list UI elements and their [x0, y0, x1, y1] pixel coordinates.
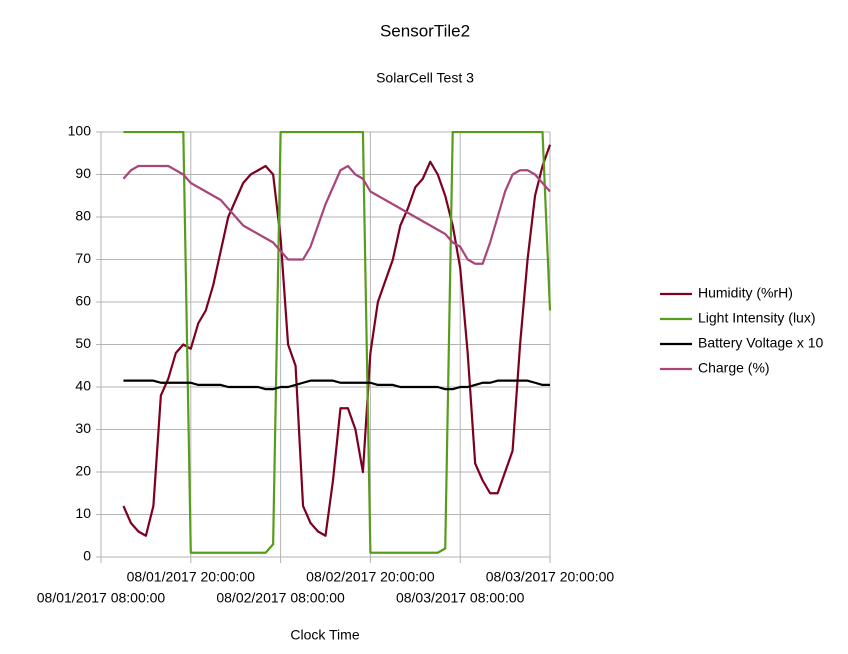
y-tick-label: 80: [75, 208, 91, 224]
y-tick-label: 10: [75, 505, 91, 521]
x-tick-label: 08/02/2017 20:00:00: [306, 569, 435, 585]
legend-label: Humidity (%rH): [698, 285, 793, 301]
x-tick-label: 08/01/2017 08:00:00: [37, 590, 166, 606]
y-tick-label: 60: [75, 293, 91, 309]
legend-label: Light Intensity (lux): [698, 310, 816, 326]
y-tick-label: 100: [68, 123, 92, 139]
y-tick-label: 20: [75, 463, 91, 479]
x-tick-label: 08/03/2017 20:00:00: [486, 569, 615, 585]
data-line: [123, 379, 550, 391]
data-line: [122, 144, 551, 537]
x-tick-label: 08/01/2017 20:00:00: [127, 569, 256, 585]
x-axis-label: Clock Time: [290, 627, 359, 643]
y-tick-label: 0: [83, 548, 91, 564]
legend-label: Battery Voltage x 10: [698, 335, 824, 351]
y-tick-label: 90: [75, 165, 91, 181]
y-tick-label: 50: [75, 335, 91, 351]
y-tick-label: 30: [75, 420, 91, 436]
y-tick-label: 40: [75, 378, 91, 394]
x-tick-label: 08/02/2017 08:00:00: [216, 590, 345, 606]
data-line: [123, 131, 551, 554]
legend: Humidity (%rH) Light Intensity (lux) Batte…: [660, 285, 824, 376]
chart-title: SensorTile2: [380, 21, 470, 40]
x-tick-label: 08/03/2017 08:00:00: [396, 590, 525, 606]
chart-subtitle: SolarCell Test 3: [376, 70, 474, 86]
y-tick-label: 70: [75, 250, 91, 266]
data-line: [122, 164, 551, 265]
legend-label: Charge (%): [698, 360, 770, 376]
grid: [96, 131, 551, 563]
plot-area: [122, 131, 551, 554]
